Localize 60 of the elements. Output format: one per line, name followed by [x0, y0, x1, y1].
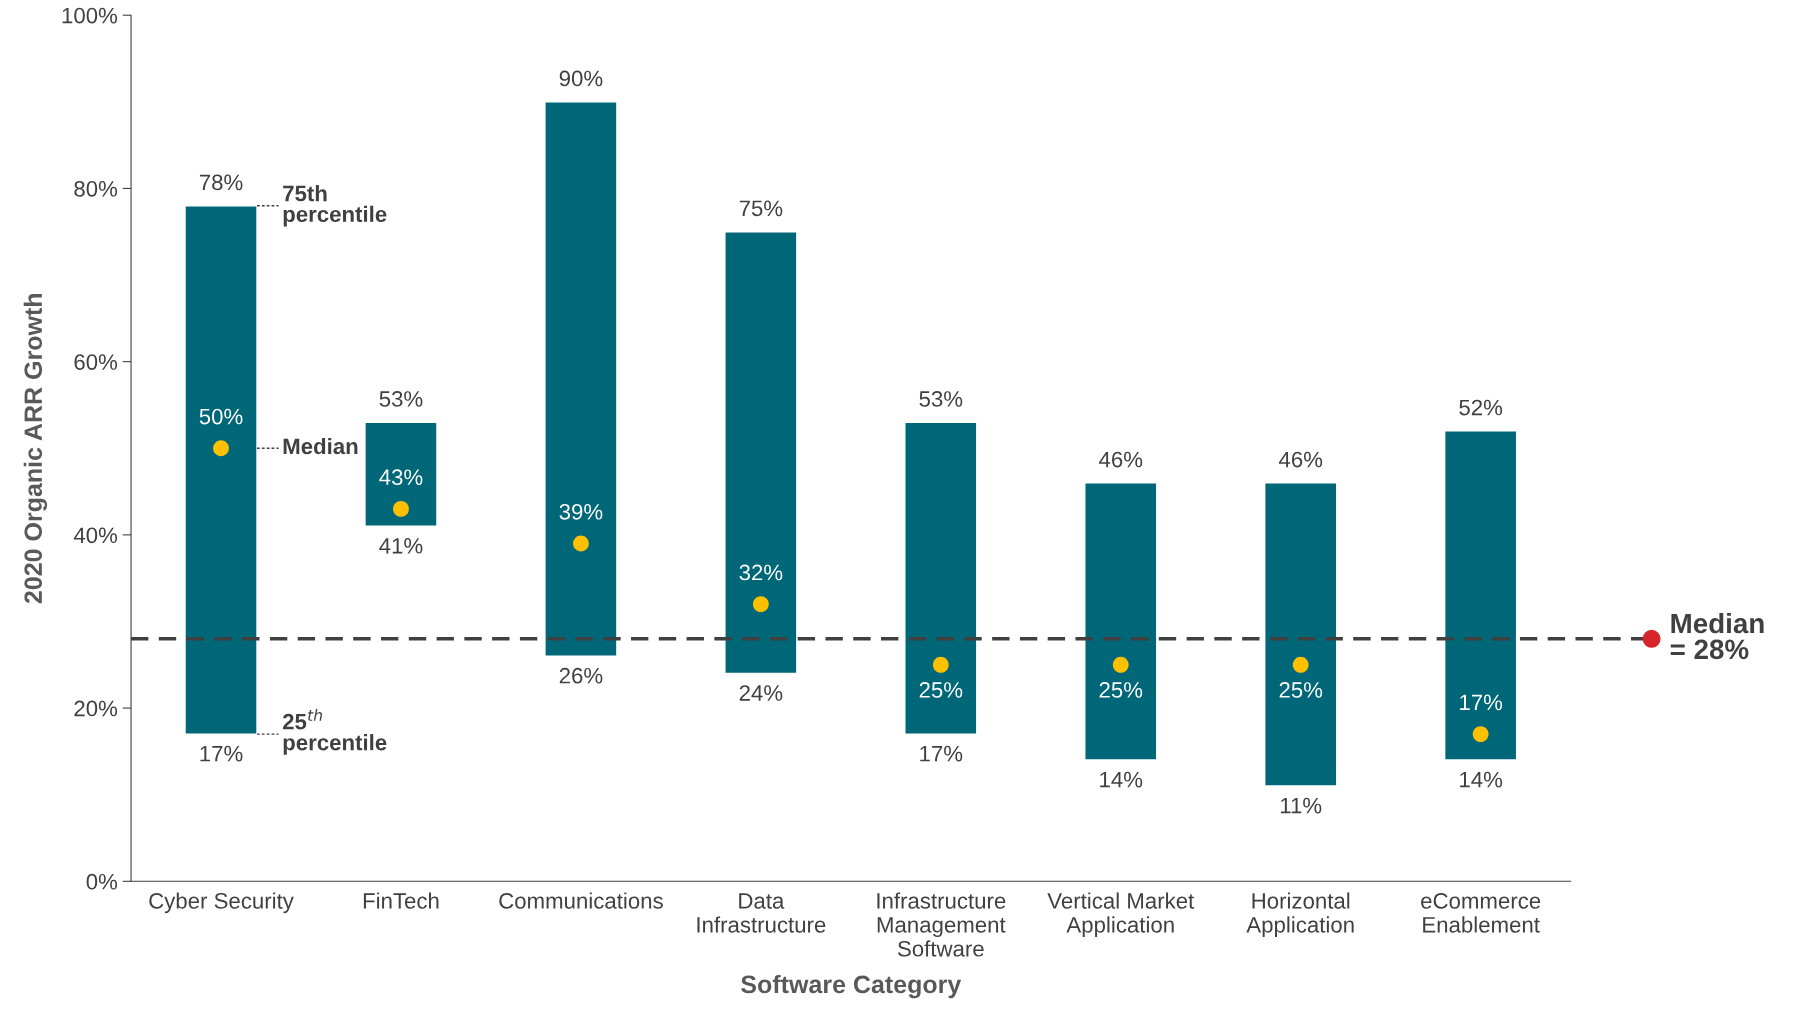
bar — [904, 421, 978, 735]
point — [932, 656, 949, 673]
bar — [544, 101, 618, 657]
y-tick-label: 100% — [62, 7, 118, 24]
x-tick-label: Horizontal Application — [1246, 892, 1354, 938]
x-tick-label: FinTech — [363, 892, 439, 909]
x-tick-label: Cyber Security — [149, 892, 294, 914]
y-tick-label: 80% — [74, 180, 118, 197]
point — [1292, 656, 1309, 673]
bar — [184, 205, 258, 735]
point — [752, 596, 769, 613]
annotation: 41% — [379, 538, 423, 554]
bar — [1443, 430, 1518, 761]
annotation: 17% — [200, 745, 243, 762]
y-tick-label: 20% — [74, 700, 118, 717]
annotation: 25$^{th}$ percentile — [282, 709, 387, 755]
annotation: 14% — [1100, 771, 1143, 788]
annotation: 46% — [1278, 451, 1323, 468]
y-axis-title: 2020 Organic ARR Growth — [23, 293, 48, 604]
bar — [1264, 482, 1338, 787]
x-tick-label: Infrastructure Management Software — [877, 892, 1006, 957]
y-tick-label: 0% — [86, 873, 118, 890]
annotation: 52% — [1459, 399, 1503, 416]
x-tick-label: Data Infrastructure — [697, 893, 826, 933]
annotation: 53% — [379, 391, 423, 407]
data-label: 43% — [379, 469, 423, 486]
y-tick-label: 60% — [74, 354, 118, 370]
annotation: 17% — [920, 745, 963, 762]
bar — [364, 421, 438, 527]
point — [393, 500, 409, 517]
annotation: 90% — [559, 70, 603, 87]
annotation: 14% — [1460, 771, 1503, 788]
point — [572, 535, 589, 552]
data-label: 25% — [1099, 682, 1143, 698]
data-label: 25% — [1279, 682, 1323, 698]
bar — [724, 231, 798, 675]
point — [1112, 656, 1129, 673]
data-label: 25% — [919, 682, 963, 698]
annotation: 46% — [1099, 451, 1143, 468]
data-label: 17% — [1460, 694, 1503, 711]
annotation: 75th percentile — [283, 185, 387, 227]
annotation: 78% — [199, 174, 243, 191]
data-label: 39% — [559, 503, 603, 520]
point — [1472, 726, 1489, 742]
annotation: Median — [283, 437, 358, 455]
annotation: 11% — [1280, 797, 1322, 814]
point — [213, 440, 229, 457]
bar — [1084, 482, 1158, 761]
data-label: 50% — [199, 408, 243, 425]
x-tick-label: Communications — [499, 892, 663, 909]
y-tick-label: 40% — [73, 527, 118, 544]
ref-line-label: Median = 28% — [1670, 612, 1764, 660]
x-tick-label: Vertical Market Application — [1047, 892, 1195, 938]
data-label: 32% — [739, 564, 783, 581]
annotation: 53% — [919, 391, 963, 407]
annotation: 24% — [739, 685, 783, 701]
annotation: 26% — [559, 667, 603, 684]
x-tick-label: eCommerce Enablement — [1421, 893, 1541, 933]
annotation: 75% — [739, 200, 783, 217]
x-axis-title: Software Category — [741, 974, 962, 999]
